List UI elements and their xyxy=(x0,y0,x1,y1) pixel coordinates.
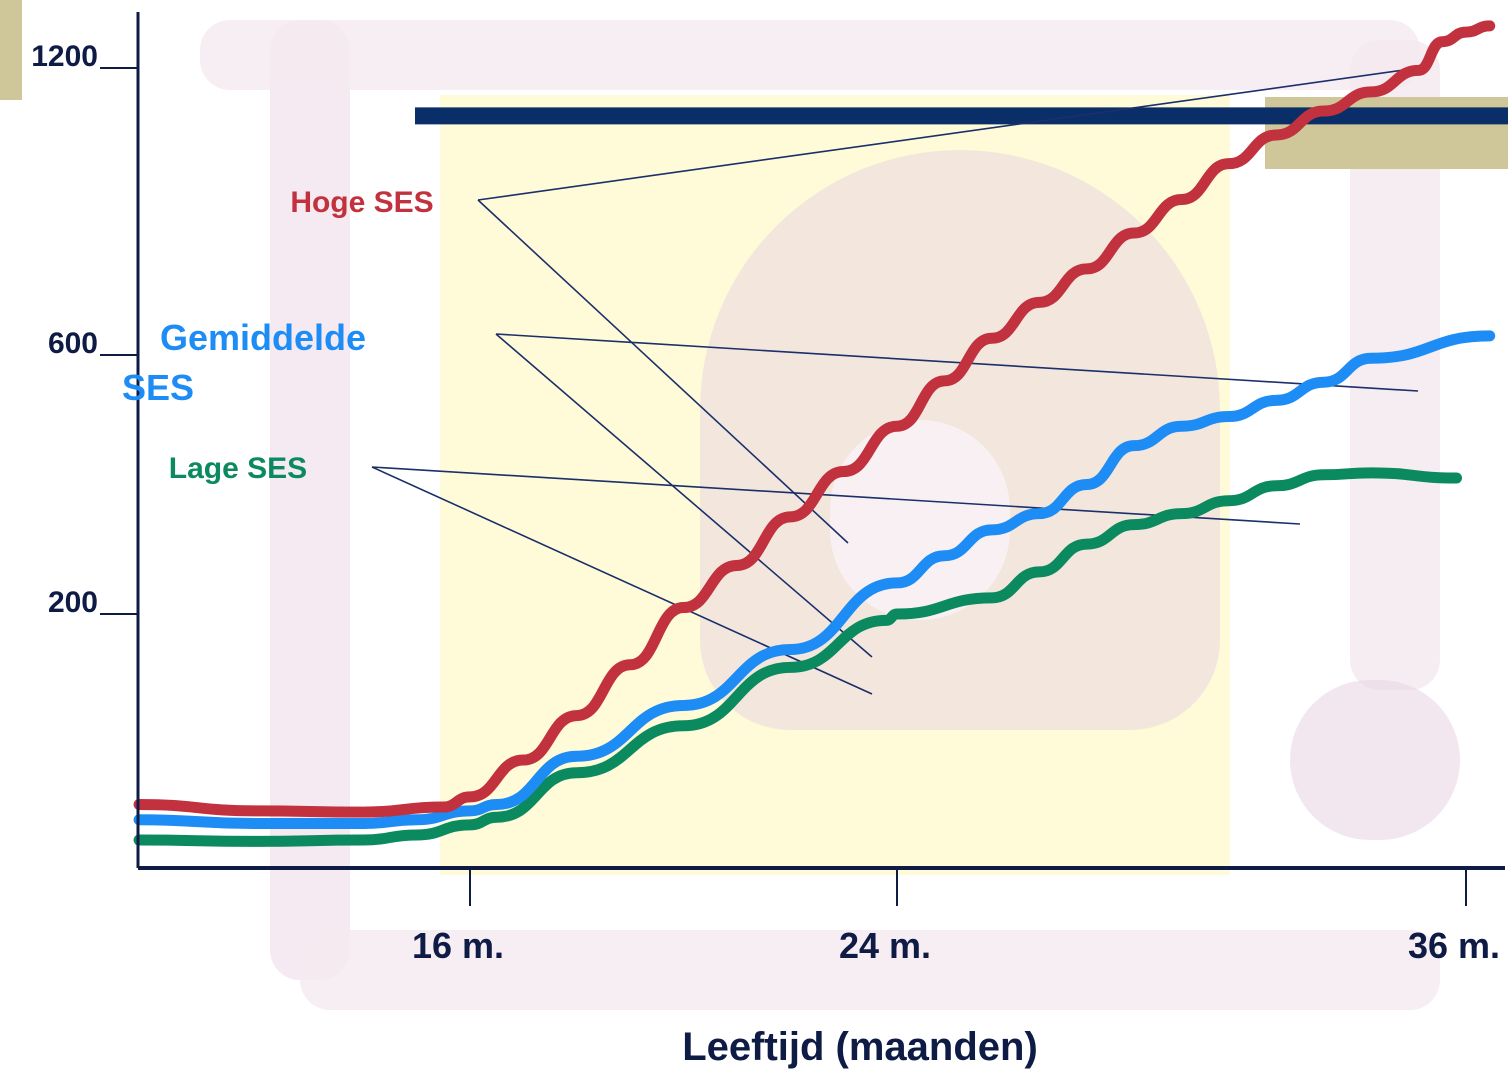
background-dot-shape xyxy=(1290,680,1460,840)
background-pink-stroke-top xyxy=(200,20,1420,90)
x-tick-label: 16 m. xyxy=(412,925,504,966)
background-pink-stroke-bottom xyxy=(300,930,1440,1010)
x-axis-label: Leeftijd (maanden) xyxy=(682,1025,1038,1069)
y-ticks: 200 600 1200 xyxy=(31,40,138,619)
background-letter-a-hole xyxy=(830,420,1010,620)
y-tick-label: 600 xyxy=(48,327,98,360)
x-ticks: 16 m. 24 m. 36 m. xyxy=(412,868,1500,966)
series-lines xyxy=(133,20,1496,847)
series-labels: Hoge SES Gemiddelde SES Lage SES xyxy=(122,186,434,485)
series-line-lage xyxy=(133,467,1463,847)
y-tick-label: 1200 xyxy=(31,40,98,73)
callout-lines xyxy=(371,67,1419,695)
series-label-hoge: Hoge SES xyxy=(290,186,433,219)
series-label-gemiddelde: Gemiddelde SES xyxy=(122,317,366,408)
x-tick-label: 36 m. xyxy=(1408,925,1500,966)
series-line-hoge xyxy=(133,20,1496,818)
y-tick-label: 200 xyxy=(48,586,98,619)
callout-line xyxy=(477,199,849,544)
series-label-lage: Lage SES xyxy=(169,452,307,485)
callout-line xyxy=(477,67,1419,201)
accent-block-left xyxy=(0,0,22,100)
callout-line xyxy=(371,466,873,695)
series-line-gemiddelde xyxy=(133,330,1496,830)
x-tick-label: 24 m. xyxy=(839,925,931,966)
callout-line xyxy=(495,333,1419,392)
callout-line xyxy=(495,333,873,658)
callout-line xyxy=(371,466,1301,525)
